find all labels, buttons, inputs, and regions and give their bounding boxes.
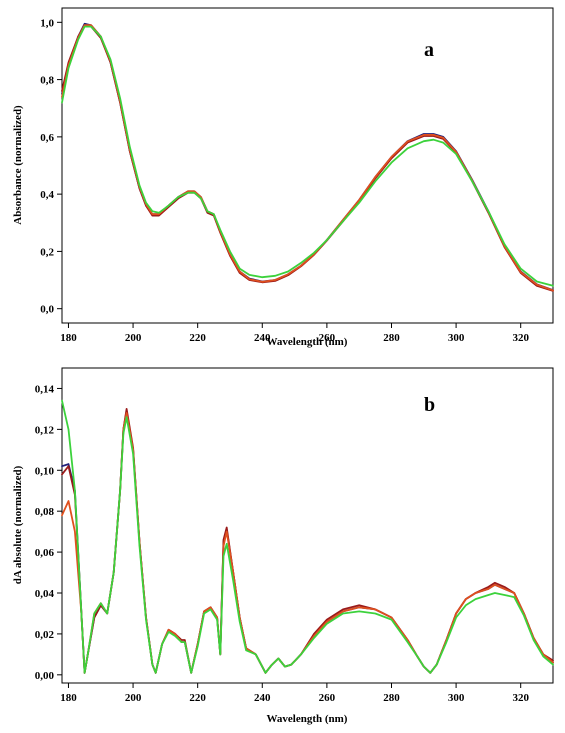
panel-b-y-tick-label: 0,06 — [35, 547, 55, 559]
panel-a-series-line-3 — [61, 24, 554, 292]
panel-b-x-tick-label: 320 — [512, 692, 529, 704]
panel-b-series-group — [61, 399, 554, 674]
panel-a-x-tick-label: 220 — [189, 332, 206, 344]
panel-a-series-line-4 — [61, 25, 554, 287]
panel-b-x-axis-title: Wavelength (nm) — [267, 713, 348, 725]
panel-b-y-tick-label: 0,04 — [35, 588, 55, 600]
panel-a-y-tick-label: 0,0 — [40, 304, 54, 316]
panel-b-x-tick-label: 300 — [448, 692, 465, 704]
panel-b-series-line-2 — [61, 407, 554, 674]
panel-a-ticks: 180 200 220 240 260 280 300 320 0,0 0,2 0,4 0,6 0,8 1… — [40, 17, 529, 344]
panel-a-x-tick-label: 260 — [319, 332, 336, 344]
panel-b-series-line-4 — [61, 399, 554, 674]
panel-b-x-tick-label: 180 — [60, 692, 77, 704]
panel-a: a Wavelength (nm) Absorbance (normalized… — [12, 7, 554, 348]
panel-b-x-tick-label: 200 — [125, 692, 142, 704]
panel-b-y-tick-label: 0,02 — [35, 629, 55, 641]
panel-b-y-tick-label: 0,12 — [35, 424, 55, 436]
panel-b-series-line-1 — [61, 410, 554, 674]
panel-b-y-tick-label: 0,00 — [35, 670, 55, 682]
panel-b-plot-frame — [61, 367, 554, 684]
panel-a-y-axis-title: Absorbance (normalized) — [12, 105, 24, 225]
panel-a-series-group — [61, 22, 554, 292]
panel-a-y-tick-label: 0,2 — [40, 246, 54, 258]
panel-b-x-tick-label: 280 — [383, 692, 400, 704]
panel-a-y-tick-label: 1,0 — [40, 17, 54, 29]
panel-b-series-line-3 — [61, 412, 554, 674]
panel-a-plot-frame — [61, 7, 554, 324]
panel-a-y-tick-label: 0,6 — [40, 132, 54, 144]
panel-b-x-tick-label: 260 — [319, 692, 336, 704]
panel-b-x-tick-label: 220 — [189, 692, 206, 704]
panel-b-y-axis-title: dA absolute (normalized) — [12, 465, 24, 584]
panel-b-y-tick-label: 0,10 — [35, 465, 55, 477]
panel-a-x-tick-label: 200 — [125, 332, 142, 344]
panel-a-series-line-2 — [61, 24, 554, 292]
panel-b-y-tick-label: 0,08 — [35, 506, 55, 518]
panel-b-y-tick-label: 0,14 — [35, 383, 55, 395]
panel-b-x-tick-label: 240 — [254, 692, 271, 704]
panel-a-x-tick-label: 180 — [60, 332, 77, 344]
panel-a-series-line-1 — [61, 22, 554, 292]
panel-a-x-tick-label: 320 — [512, 332, 529, 344]
panel-a-letter: a — [424, 39, 434, 61]
panel-a-x-tick-label: 280 — [383, 332, 400, 344]
panel-a-x-axis-title: Wavelength (nm) — [267, 336, 348, 348]
panel-a-x-tick-label: 240 — [254, 332, 271, 344]
panel-b-letter: b — [424, 394, 435, 416]
panel-a-y-tick-label: 0,4 — [40, 189, 54, 201]
panel-b-ticks: 180 200 220 240 260 280 300 320 0,00 0,02 0,04 0,06… — [35, 383, 530, 704]
panel-a-y-tick-label: 0,8 — [40, 75, 54, 87]
panel-a-x-tick-label: 300 — [448, 332, 465, 344]
panel-b: b Wavelength (nm) dA absolute (normalize… — [12, 367, 554, 725]
